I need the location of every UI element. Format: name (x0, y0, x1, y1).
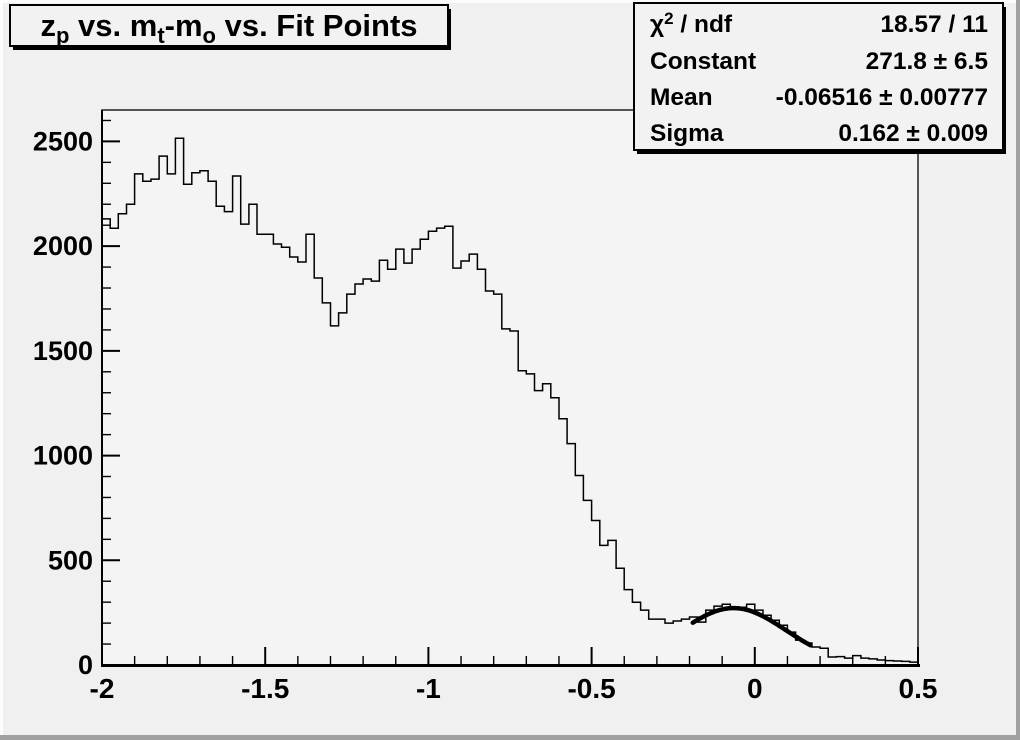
plot-title: zp vs. mt-mo vs. Fit Points (40, 8, 417, 48)
title-box: zp vs. mt-mo vs. Fit Points (9, 4, 451, 50)
stat-value-0: 18.57 / 11 (880, 11, 988, 38)
stat-value-1: 271.8 ± 6.5 (866, 48, 988, 75)
x-tick-label: -2 (90, 673, 115, 704)
gaussian-fit-curve (690, 605, 813, 648)
stats-box-frame (633, 2, 1004, 151)
stat-label-1: Constant (650, 48, 756, 75)
histogram-line (102, 137, 919, 665)
y-tick-label: 2500 (33, 126, 93, 156)
y-tick-label: 0 (78, 650, 93, 680)
y-tick-label: 2000 (33, 231, 93, 261)
x-tick-label: 0.5 (899, 673, 938, 704)
stat-label-0: χ2 / ndf (650, 9, 733, 38)
bevel-right (1016, 0, 1020, 740)
stats-box: χ2 / ndf 18.57 / 11 Constant 271.8 ± 6.5 Mea… (633, 2, 1006, 154)
y-axis: 0 500 1000 1500 2000 2500 (33, 119, 120, 680)
x-tick-label: -0.5 (567, 673, 615, 704)
title-box-frame (9, 4, 449, 47)
stat-value-2: -0.06516 ± 0.00777 (776, 84, 988, 111)
stat-label-2: Mean (650, 84, 713, 111)
bevel-left (0, 0, 3, 740)
x-tick-label: -1.5 (241, 673, 289, 704)
bevel-top (0, 0, 1020, 3)
y-tick-label: 1500 (33, 336, 93, 366)
x-tick-label: 0 (747, 673, 763, 704)
y-tick-label: 500 (48, 545, 93, 575)
bevel-bottom (0, 735, 1020, 740)
plot-frame-area (102, 110, 918, 665)
stat-value-3: 0.162 ± 0.009 (838, 120, 988, 147)
y-tick-label: 1000 (33, 441, 93, 471)
stat-label-3: Sigma (650, 120, 724, 147)
x-tick-label: -1 (416, 673, 441, 704)
